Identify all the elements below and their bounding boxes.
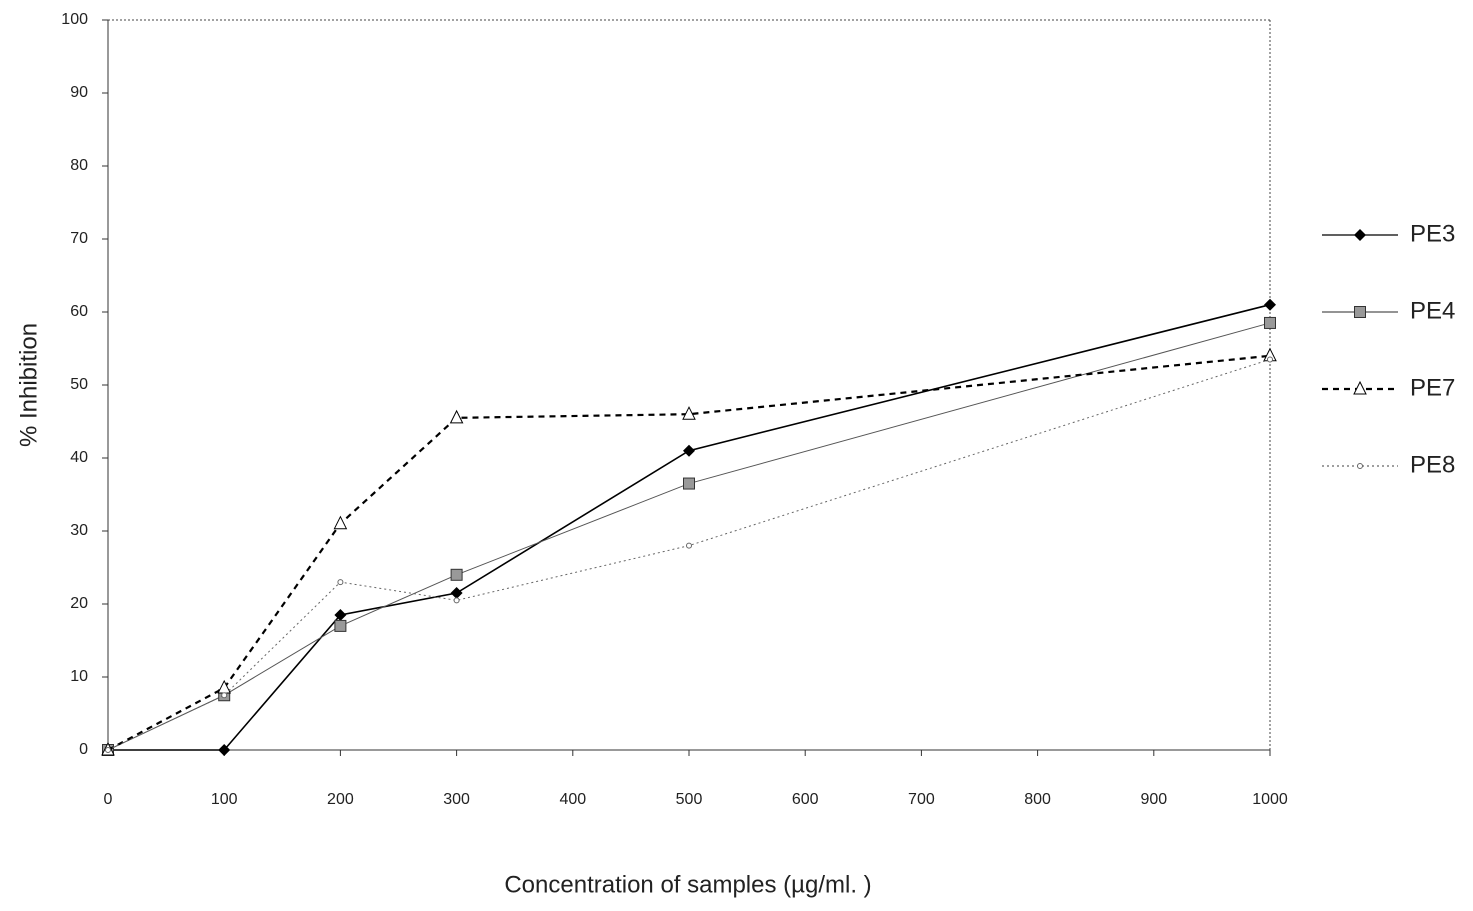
point (683, 444, 695, 457)
x-tick-label: 1000 (1252, 791, 1288, 808)
point (333, 515, 348, 530)
point (1264, 298, 1276, 311)
y-tick-label: 100 (61, 11, 88, 28)
legend-label: PE7 (1410, 374, 1455, 401)
point (449, 409, 464, 424)
x-tick-label: 700 (908, 791, 935, 808)
x-tick-label: 300 (443, 791, 470, 808)
point (105, 747, 111, 753)
legend-marker (1353, 380, 1367, 395)
point (218, 744, 231, 756)
point (683, 477, 695, 490)
point (337, 579, 344, 586)
x-tick-label: 600 (792, 791, 819, 808)
y-tick-label: 50 (70, 376, 88, 393)
y-tick-label: 20 (70, 595, 88, 612)
legend-marker (1354, 306, 1366, 318)
y-tick-label: 10 (70, 668, 88, 685)
point (217, 679, 232, 694)
y-tick-label: 30 (70, 522, 88, 539)
x-tick-label: 400 (559, 791, 586, 808)
point (682, 406, 696, 420)
point (334, 619, 347, 632)
point (450, 568, 463, 581)
y-tick-label: 90 (70, 84, 88, 101)
y-tick-label: 40 (70, 449, 88, 466)
point (221, 692, 228, 699)
x-tick-label: 200 (327, 791, 354, 808)
y-axis-label: % Inhibition (15, 323, 42, 447)
legend-label: PE4 (1410, 297, 1455, 324)
x-tick-label: 800 (1024, 791, 1051, 808)
y-tick-label: 70 (70, 230, 88, 247)
y-tick-label: 60 (70, 303, 88, 320)
series-line (108, 303, 1271, 751)
point (453, 597, 460, 604)
point (450, 587, 463, 600)
x-tick-label: 900 (1140, 791, 1167, 808)
x-axis-label: Concentration of samples (µg/ml. ) (504, 871, 871, 898)
point (334, 608, 347, 621)
point (1267, 356, 1273, 363)
point (1264, 316, 1276, 329)
legend-label: PE3 (1410, 220, 1455, 247)
legend-marker (1357, 463, 1363, 469)
series-line (107, 322, 1271, 751)
legend-marker (1354, 229, 1366, 241)
y-tick-label: 80 (70, 157, 88, 174)
x-tick-label: 100 (211, 791, 238, 808)
x-tick-label: 500 (676, 791, 703, 808)
y-tick-label: 0 (79, 741, 88, 758)
point (686, 542, 692, 549)
series-line (107, 354, 1271, 751)
legend-label: PE8 (1410, 451, 1455, 478)
x-tick-label: 0 (104, 791, 113, 808)
